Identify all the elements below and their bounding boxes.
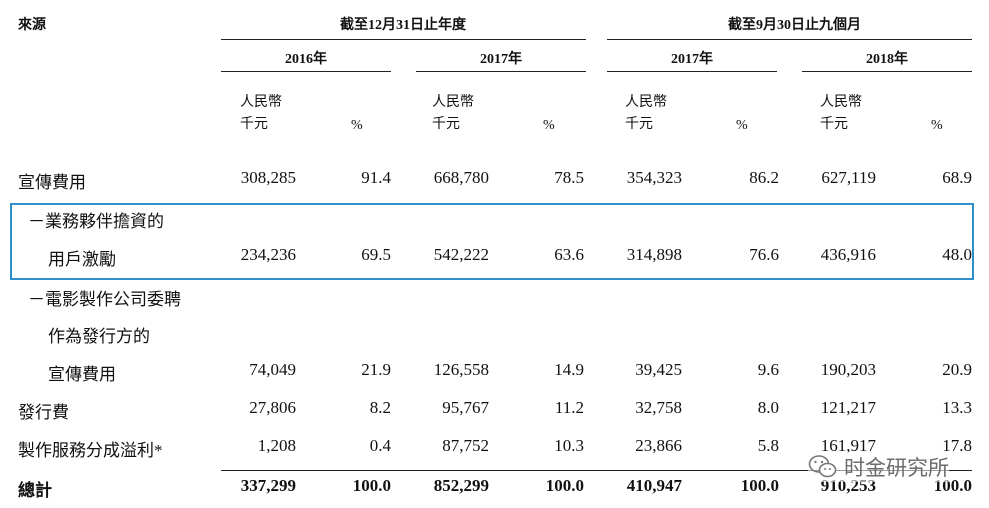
cell: 1,208 [257,436,296,455]
cell: 78.5 [554,168,584,187]
group-rule-nine [607,39,972,40]
cell: 0.4 [369,436,391,455]
pct-header: % [931,118,943,133]
cell: 8.2 [369,398,391,417]
year-rule-2016 [221,71,391,72]
row-label: 用戶激勵 [48,250,116,269]
pct-header: % [543,118,555,133]
cell: 314,898 [626,245,682,264]
cell: 161,917 [820,436,876,455]
cell: 668,780 [433,168,489,187]
cell: 68.9 [942,168,972,187]
total-cell: 100.0 [740,476,779,495]
total-cell: 852,299 [433,476,489,495]
unit-header: 人民幣 千元 [432,95,474,132]
cell: 234,236 [240,245,296,264]
row-label: －業務夥伴擔資的 [28,212,164,231]
cell: 23,866 [635,436,682,455]
cell: 69.5 [361,245,391,264]
cell: 436,916 [820,245,876,264]
cell: 126,558 [433,360,489,379]
wechat-icon [808,455,837,478]
unit-header: 人民幣 千元 [820,95,862,132]
cell: 20.9 [942,360,972,379]
row-label: －電影製作公司委聘 [28,290,181,309]
nine-months-group-header: 截至9月30日止九個月 [728,18,861,33]
year-header-2017-fiscal: 2017年 [480,52,522,67]
year-rule-2017-nine [607,71,777,72]
row-label: 作為發行方的 [48,327,150,346]
cell: 91.4 [361,168,391,187]
row-label: 宣傳費用 [48,365,116,384]
cell: 17.8 [942,436,972,455]
cell: 87,752 [442,436,489,455]
cell: 39,425 [635,360,682,379]
cell: 63.6 [554,245,584,264]
cell: 14.9 [554,360,584,379]
year-header-2018: 2018年 [866,52,908,67]
group-rule-fiscal [221,39,586,40]
cell: 5.8 [757,436,779,455]
cell: 86.2 [749,168,779,187]
unit-header: 人民幣 千元 [625,95,667,132]
cell: 9.6 [757,360,779,379]
cell: 121,217 [820,398,876,417]
row-label: 宣傳費用 [18,173,86,192]
highlight-box [10,203,974,280]
cell: 21.9 [361,360,391,379]
watermark-text: 时金研究所 [844,456,949,480]
cell: 190,203 [820,360,876,379]
pct-header: % [351,118,363,133]
cell: 48.0 [942,245,972,264]
cell: 8.0 [757,398,779,417]
cell: 627,119 [821,168,876,187]
year-header-2017-nine: 2017年 [671,52,713,67]
total-label: 總計 [18,481,52,500]
cell: 354,323 [626,168,682,187]
unit-header: 人民幣 千元 [240,95,282,132]
fiscal-year-group-header: 截至12月31日止年度 [340,18,466,33]
year-rule-2018 [802,71,972,72]
cell: 542,222 [433,245,489,264]
row-label: 製作服務分成溢利* [18,441,163,460]
pct-header: % [736,118,748,133]
source-column-header: 來源 [18,18,46,33]
year-rule-2017-fiscal [416,71,586,72]
cell: 13.3 [942,398,972,417]
watermark: 时金研究所 [808,452,949,482]
row-label: 發行費 [18,403,69,422]
cell: 74,049 [249,360,296,379]
cell: 11.2 [554,398,584,417]
total-cell: 337,299 [240,476,296,495]
cell: 10.3 [554,436,584,455]
cell: 32,758 [635,398,682,417]
cell: 27,806 [249,398,296,417]
total-cell: 100.0 [352,476,391,495]
cell: 95,767 [442,398,489,417]
total-top-rule [221,470,972,471]
cell: 308,285 [240,168,296,187]
year-header-2016: 2016年 [285,52,327,67]
total-cell: 100.0 [545,476,584,495]
cell: 76.6 [749,245,779,264]
total-cell: 410,947 [626,476,682,495]
